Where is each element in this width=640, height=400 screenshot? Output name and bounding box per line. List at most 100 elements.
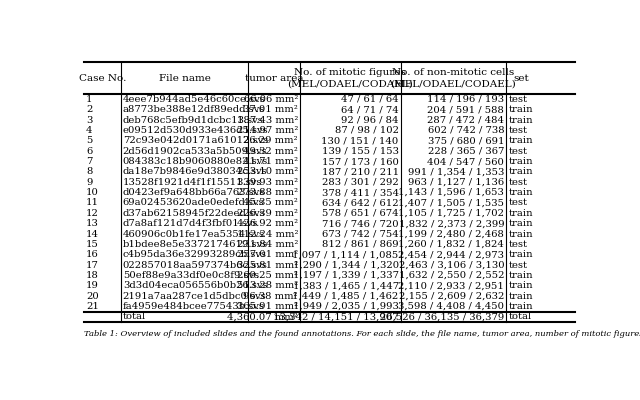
Text: 8: 8 [86,167,92,176]
Text: 16: 16 [86,250,99,259]
Text: 2191a7aa287ce1d5dbc0.svs: 2191a7aa287ce1d5dbc0.svs [123,292,266,301]
Text: train: train [508,219,533,228]
Text: 1,199 / 2,480 / 2,468: 1,199 / 2,480 / 2,468 [399,230,504,238]
Text: total: total [508,312,531,322]
Text: 673 / 742 / 754: 673 / 742 / 754 [322,230,399,238]
Text: test: test [508,178,527,187]
Text: test: test [508,147,527,156]
Text: 6: 6 [86,147,92,156]
Text: 4eee7b944ad5e46c60ce.svs: 4eee7b944ad5e46c60ce.svs [123,95,266,104]
Text: 287 / 472 / 484: 287 / 472 / 484 [428,116,504,124]
Text: test: test [508,240,527,249]
Text: d0423ef9a648bb66a763.svs: d0423ef9a648bb66a763.svs [123,188,265,197]
Text: train: train [508,116,533,124]
Text: 11: 11 [86,198,99,208]
Text: d37ab62158945f22deed.svs: d37ab62158945f22deed.svs [123,209,266,218]
Text: d7a8af121d7d4f3fbf01.svs: d7a8af121d7d4f3fbf01.svs [123,219,259,228]
Text: 269.25 mm²: 269.25 mm² [237,271,298,280]
Text: 50ef88e9a33df0e0c8f9.svs: 50ef88e9a33df0e0c8f9.svs [123,271,259,280]
Text: 375 / 680 / 691: 375 / 680 / 691 [428,136,504,145]
Text: 022857018aa597374b6c.svs: 022857018aa597374b6c.svs [123,261,268,270]
Text: 084383c18b9060880e82.svs: 084383c18b9060880e82.svs [123,157,268,166]
Text: 1,407 / 1,505 / 1,535: 1,407 / 1,505 / 1,535 [398,198,504,208]
Text: 257.01 mm²: 257.01 mm² [237,250,298,259]
Text: test: test [508,261,527,270]
Text: 273.88 mm²: 273.88 mm² [237,188,298,197]
Text: 26,526 / 36,135 / 36,379: 26,526 / 36,135 / 36,379 [380,312,504,322]
Text: 2,454 / 2,944 / 2,973: 2,454 / 2,944 / 2,973 [398,250,504,259]
Text: tumor area: tumor area [245,74,303,82]
Text: 513.28 mm²: 513.28 mm² [237,281,298,290]
Text: 602 / 742 / 738: 602 / 742 / 738 [428,126,504,135]
Text: 96.38 mm²: 96.38 mm² [243,292,298,301]
Text: 92 / 96 / 84: 92 / 96 / 84 [341,116,399,124]
Text: 339.93 mm²: 339.93 mm² [237,178,298,187]
Text: 226.39 mm²: 226.39 mm² [237,209,298,218]
Text: 3: 3 [86,116,92,124]
Text: 2,155 / 2,609 / 2,632: 2,155 / 2,609 / 2,632 [399,292,504,301]
Text: set: set [513,74,529,82]
Text: test: test [508,126,527,135]
Text: 325.81 mm²: 325.81 mm² [237,261,298,270]
Text: 378 / 411 / 354: 378 / 411 / 354 [321,188,399,197]
Text: train: train [508,302,533,311]
Text: 578 / 651 / 674: 578 / 651 / 674 [322,209,399,218]
Text: 1,383 / 1,465 / 1,447: 1,383 / 1,465 / 1,447 [292,281,399,290]
Text: 9: 9 [86,178,92,187]
Text: 47 / 61 / 64: 47 / 61 / 64 [341,95,399,104]
Text: 64 / 71 / 74: 64 / 71 / 74 [341,105,399,114]
Text: 2,463 / 3,106 / 3,130: 2,463 / 3,106 / 3,130 [399,261,504,270]
Text: train: train [508,209,533,218]
Text: 20: 20 [86,292,99,301]
Text: 37.01 mm²: 37.01 mm² [243,105,298,114]
Text: File name: File name [159,74,211,82]
Text: 13,342 / 14,151 / 13,907: 13,342 / 14,151 / 13,907 [273,312,399,322]
Text: test: test [508,95,527,104]
Text: 231.84 mm²: 231.84 mm² [237,240,298,249]
Text: 13528f1921d4f1f15511.svs: 13528f1921d4f1f15511.svs [123,178,262,187]
Text: 66.06 mm²: 66.06 mm² [244,95,298,104]
Text: 114 / 196 / 193: 114 / 196 / 193 [427,95,504,104]
Text: train: train [508,250,533,259]
Text: 49.32 mm²: 49.32 mm² [243,147,298,156]
Text: 1,197 / 1,339 / 1,337: 1,197 / 1,339 / 1,337 [292,271,399,280]
Text: da18e7b9846e9d38034c.svs: da18e7b9846e9d38034c.svs [123,167,268,176]
Text: total: total [123,312,146,322]
Text: 13: 13 [86,219,99,228]
Text: 21: 21 [86,302,99,311]
Text: train: train [508,105,533,114]
Text: 1,949 / 2,035 / 1,993: 1,949 / 2,035 / 1,993 [293,302,399,311]
Text: 26.29 mm²: 26.29 mm² [243,136,298,145]
Text: 1,290 / 1,344 / 1,320: 1,290 / 1,344 / 1,320 [292,261,399,270]
Text: e09512d530d933e436d5.svs: e09512d530d933e436d5.svs [123,126,268,135]
Text: 716 / 746 / 720: 716 / 746 / 720 [322,219,399,228]
Text: train: train [508,136,533,145]
Text: 157 / 173 / 160: 157 / 173 / 160 [322,157,399,166]
Text: 1,097 / 1,114 / 1,085: 1,097 / 1,114 / 1,085 [292,250,399,259]
Text: train: train [508,271,533,280]
Text: 460906c0b1fe17ea5354.svs: 460906c0b1fe17ea5354.svs [123,230,265,238]
Text: 1,832 / 2,373 / 2,399: 1,832 / 2,373 / 2,399 [399,219,504,228]
Text: 112.24 mm²: 112.24 mm² [237,230,298,238]
Text: 1,449 / 1,485 / 1,462: 1,449 / 1,485 / 1,462 [292,292,399,301]
Text: 2: 2 [86,105,92,114]
Text: c4b95da36e32993289cb.svs: c4b95da36e32993289cb.svs [123,250,267,259]
Text: 404 / 547 / 560: 404 / 547 / 560 [428,157,504,166]
Text: a8773be388e12df89edd.svs: a8773be388e12df89edd.svs [123,105,265,114]
Text: 7: 7 [86,157,92,166]
Text: train: train [508,230,533,238]
Text: train: train [508,157,533,166]
Text: test: test [508,198,527,208]
Text: 228 / 365 / 367: 228 / 365 / 367 [428,147,504,156]
Text: 4: 4 [86,126,92,135]
Text: 187.43 mm²: 187.43 mm² [237,116,298,124]
Text: 4,360.07 mm²: 4,360.07 mm² [227,312,298,322]
Text: 14: 14 [86,230,99,238]
Text: 1,105 / 1,725 / 1,702: 1,105 / 1,725 / 1,702 [398,209,504,218]
Text: 2,110 / 2,933 / 2,951: 2,110 / 2,933 / 2,951 [399,281,504,290]
Text: 17: 17 [86,261,99,270]
Text: 365.91 mm²: 365.91 mm² [237,302,298,311]
Text: Case No.: Case No. [79,74,126,82]
Text: 1,260 / 1,832 / 1,824: 1,260 / 1,832 / 1,824 [399,240,504,249]
Text: 1,143 / 1,596 / 1,653: 1,143 / 1,596 / 1,653 [399,188,504,197]
